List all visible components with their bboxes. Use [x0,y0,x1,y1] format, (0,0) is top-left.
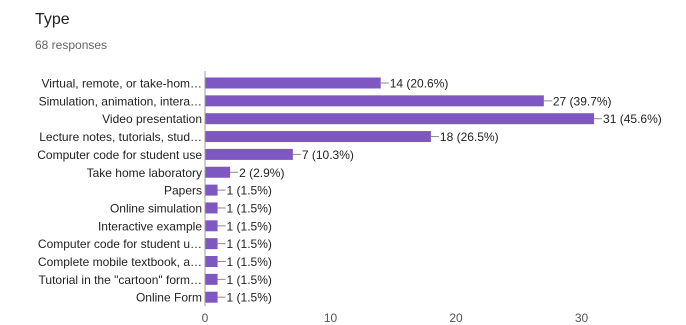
responses-count: 68 responses [35,38,108,52]
bar [205,238,218,250]
data-label: 31 (45.6%) [603,112,662,126]
bar [205,202,218,214]
data-label: 1 (1.5%) [227,273,272,287]
bar [205,184,218,196]
category-labels: Virtual, remote, or take-hom… Simulation,… [37,77,202,305]
bar [205,77,381,89]
chart-title: Type [35,11,70,28]
data-label: 27 (39.7%) [553,94,612,108]
bar [205,291,218,303]
data-label: 1 (1.5%) [227,291,272,305]
bar [205,131,431,143]
data-label: 7 (10.3%) [302,148,354,162]
x-tick-label: 20 [449,311,463,325]
x-tick-label: 0 [202,311,209,325]
data-label: 2 (2.9%) [239,166,284,180]
x-axis-ticks: 0 10 20 30 [202,311,589,325]
category-label: Complete mobile textbook, a… [38,255,202,269]
category-label: Computer code for student use [37,148,202,162]
category-label: Interactive example [98,219,202,233]
category-label: Computer code for student u… [38,237,202,251]
category-label: Video presentation [102,112,202,126]
category-label: Simulation, animation, intera… [39,94,202,108]
category-label: Virtual, remote, or take-hom… [41,77,202,91]
category-label: Tutorial in the "cartoon" form… [39,273,202,287]
bar [205,220,218,232]
bar [205,148,293,160]
data-label: 1 (1.5%) [227,184,272,198]
data-label: 1 (1.5%) [227,255,272,269]
data-label: 1 (1.5%) [227,201,272,215]
bar [205,113,595,125]
data-label: 14 (20.6%) [390,77,449,91]
bar [205,95,544,107]
x-tick-label: 10 [324,311,338,325]
category-label: Online simulation [110,201,202,215]
bar [205,166,231,178]
x-tick-label: 30 [575,311,589,325]
data-label: 1 (1.5%) [227,237,272,251]
bars-layer: 14 (20.6%) 27 (39.7%) 31 (45.6%) 18 (26.5%)… [205,77,662,305]
category-label: Papers [164,184,202,198]
category-label: Lecture notes, tutorials, stud… [39,130,202,144]
data-label: 1 (1.5%) [227,219,272,233]
data-label: 18 (26.5%) [440,130,499,144]
category-label: Take home laboratory [87,166,202,180]
bar [205,256,218,267]
category-label: Online Form [136,291,202,305]
bar [205,273,218,285]
